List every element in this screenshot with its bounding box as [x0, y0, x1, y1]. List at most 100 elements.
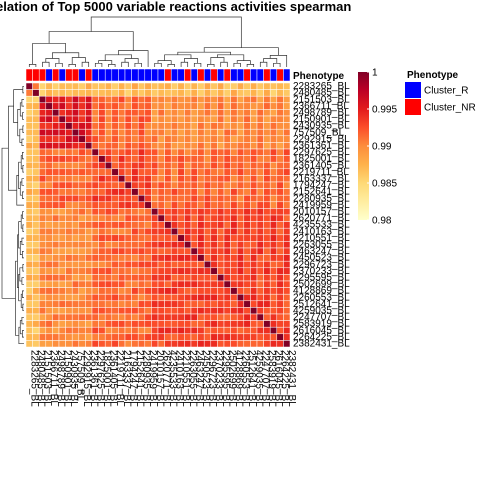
heatmap-cell	[250, 82, 258, 90]
heatmap-cell	[203, 155, 212, 163]
heatmap-cell	[184, 274, 192, 282]
heatmap-cell	[283, 175, 291, 183]
heatmap-cell	[210, 234, 218, 242]
heatmap-cell	[210, 89, 218, 97]
heatmap-cell	[124, 340, 132, 348]
heatmap-cell	[111, 241, 119, 249]
heatmap-cell	[236, 214, 245, 222]
heatmap-cell	[256, 142, 264, 150]
heatmap-cell	[137, 260, 146, 269]
heatmap-cell	[283, 168, 291, 176]
heatmap-cell	[131, 260, 139, 269]
heatmap-cell	[263, 267, 271, 275]
heatmap-cell	[184, 241, 192, 249]
heatmap-cell	[269, 241, 278, 249]
dendrogram-branch	[1, 147, 16, 299]
heatmap-cell	[243, 148, 251, 156]
heatmap-cell	[98, 254, 106, 262]
heatmap-cell	[25, 300, 33, 308]
heatmap-cell	[65, 340, 73, 348]
heatmap-cell	[124, 227, 132, 236]
heatmap-cell	[190, 201, 198, 209]
heatmap-cell	[283, 188, 291, 196]
heatmap-cell	[164, 89, 172, 97]
heatmap-cell	[157, 293, 165, 302]
heatmap-cell	[190, 313, 198, 321]
heatmap-cell	[25, 142, 33, 150]
heatmap-cell	[230, 188, 238, 196]
heatmap-cell	[217, 168, 225, 176]
heatmap-cell	[184, 267, 192, 275]
heatmap-cell	[32, 142, 40, 150]
heatmap-cell	[157, 161, 165, 170]
heatmap-cell	[177, 267, 185, 275]
heatmap-cell	[230, 274, 238, 282]
heatmap-cell	[111, 115, 119, 123]
heatmap-cell	[157, 188, 165, 196]
heatmap-cell	[137, 287, 146, 295]
heatmap-cell	[263, 313, 271, 321]
heatmap-cell	[269, 267, 278, 275]
heatmap-cell	[144, 267, 152, 275]
heatmap-cell	[131, 340, 139, 348]
heatmap-cell	[111, 221, 119, 229]
heatmap-cell	[250, 161, 258, 170]
heatmap-cell	[276, 181, 284, 189]
dendrogram-branch	[22, 165, 24, 173]
heatmap-cell	[65, 333, 73, 341]
heatmap-cell	[131, 287, 139, 295]
heatmap-cell	[25, 247, 33, 255]
heatmap-cell	[32, 155, 40, 163]
heatmap-cell	[177, 82, 185, 90]
column-label: 2295595_BL	[220, 350, 231, 407]
heatmap-cell	[177, 221, 185, 229]
heatmap-cell	[217, 161, 225, 170]
heatmap-cell	[38, 102, 47, 110]
heatmap-cell	[269, 161, 278, 170]
heatmap-cell	[52, 227, 60, 236]
heatmap-cell	[45, 221, 53, 229]
heatmap-cell	[124, 326, 132, 335]
annotation-label: Phenotype	[293, 71, 345, 82]
heatmap-cell	[144, 109, 152, 117]
heatmap-cell	[58, 274, 66, 282]
color-scale-bar	[358, 72, 369, 220]
heatmap-cell	[32, 320, 40, 328]
heatmap-cell	[236, 333, 245, 341]
column-label: 2480485_BL	[35, 350, 46, 407]
heatmap-cell	[124, 280, 132, 288]
heatmap-cell	[157, 267, 165, 275]
heatmap-cell	[111, 135, 119, 143]
heatmap-cell	[85, 234, 93, 242]
heatmap-cell	[25, 128, 33, 137]
heatmap-cell	[177, 122, 185, 130]
heatmap-cell	[91, 82, 99, 90]
heatmap-cell	[184, 287, 192, 295]
dendrogram-branch	[124, 58, 139, 64]
heatmap-cell	[210, 227, 218, 236]
heatmap-cell	[71, 280, 80, 288]
heatmap-cell	[283, 208, 291, 216]
heatmap-cell	[137, 194, 146, 203]
heatmap-cell	[203, 128, 212, 137]
heatmap-cell	[256, 221, 264, 229]
heatmap-cell	[71, 95, 80, 104]
heatmap-cell	[269, 142, 278, 150]
heatmap-cell	[58, 175, 66, 183]
heatmap-cell	[243, 188, 251, 196]
heatmap-cell	[276, 333, 284, 341]
heatmap-cell	[91, 293, 99, 302]
dendrogram-branch	[22, 250, 24, 259]
heatmap-cell	[151, 326, 159, 335]
heatmap-cell	[151, 201, 159, 209]
heatmap-cell	[118, 247, 126, 255]
heatmap-cell	[276, 340, 284, 348]
heatmap-cell	[111, 148, 119, 156]
heatmap-cell	[210, 102, 218, 110]
heatmap-cell	[276, 280, 284, 288]
heatmap-cell	[32, 221, 40, 229]
heatmap-cell	[98, 227, 106, 236]
heatmap-cell	[256, 102, 264, 110]
heatmap-cell	[250, 135, 258, 143]
column-label: 2620771_BL	[160, 350, 171, 407]
